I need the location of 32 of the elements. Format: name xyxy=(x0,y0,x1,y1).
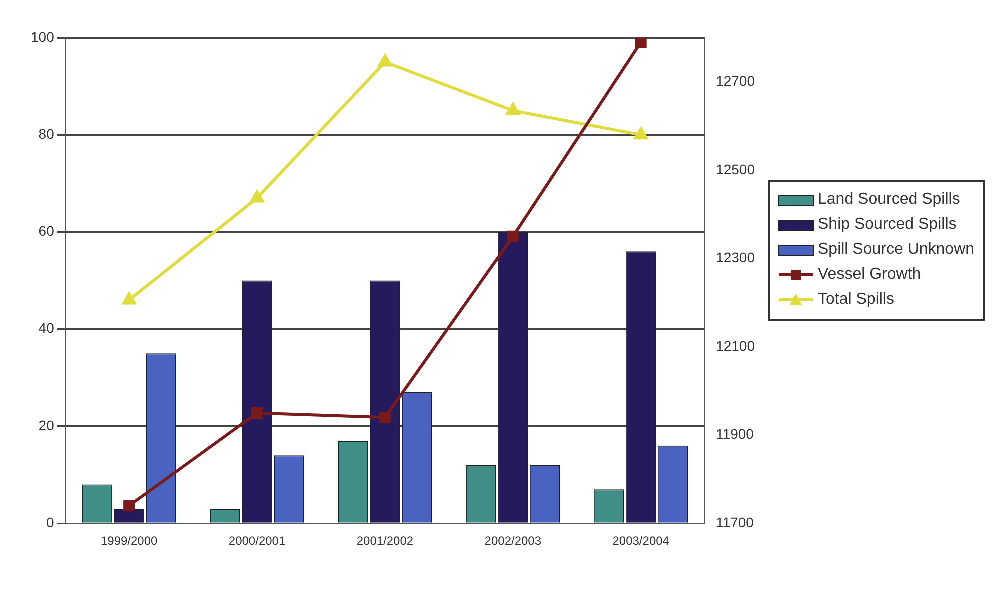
y2-tick-label: 12500 xyxy=(716,161,756,178)
legend-label: Ship Sourced Spills xyxy=(818,216,957,234)
y2-tick-label: 11900 xyxy=(716,426,754,442)
y2-tick-label: 12100 xyxy=(716,338,756,354)
legend-label: Spill Source Unknown xyxy=(818,241,975,259)
legend-label: Land Sourced Spills xyxy=(818,191,960,209)
x-tick-label: 1999/2000 xyxy=(100,534,158,548)
x-tick-label: 2001/2002 xyxy=(356,534,414,548)
y2-tick-label: 11700 xyxy=(716,514,754,530)
y-tick-label: 80 xyxy=(38,126,55,142)
x-tick-label: 2000/2001 xyxy=(228,534,286,548)
point xyxy=(507,230,519,242)
y2-tick-label: 12700 xyxy=(716,73,756,90)
legend-label: Total Spills xyxy=(818,291,894,309)
point xyxy=(250,190,264,203)
point xyxy=(379,412,391,424)
x-tick-label: 2002/2003 xyxy=(484,534,542,548)
point xyxy=(378,54,392,67)
point xyxy=(252,407,264,419)
y2-tick-label: 12300 xyxy=(716,250,756,266)
y-tick-label: 60 xyxy=(38,223,55,240)
x-tick-label: 2003/2004 xyxy=(612,534,670,548)
point xyxy=(634,128,648,140)
point xyxy=(124,500,136,512)
y-tick-label: 20 xyxy=(38,417,55,434)
point xyxy=(122,292,136,305)
y-tick-label: 0 xyxy=(46,514,55,530)
legend-label: Vessel Growth xyxy=(818,266,922,284)
point xyxy=(635,38,647,48)
y-tick-label: 100 xyxy=(31,28,55,45)
point xyxy=(506,103,520,116)
y-tick-label: 40 xyxy=(38,320,55,336)
